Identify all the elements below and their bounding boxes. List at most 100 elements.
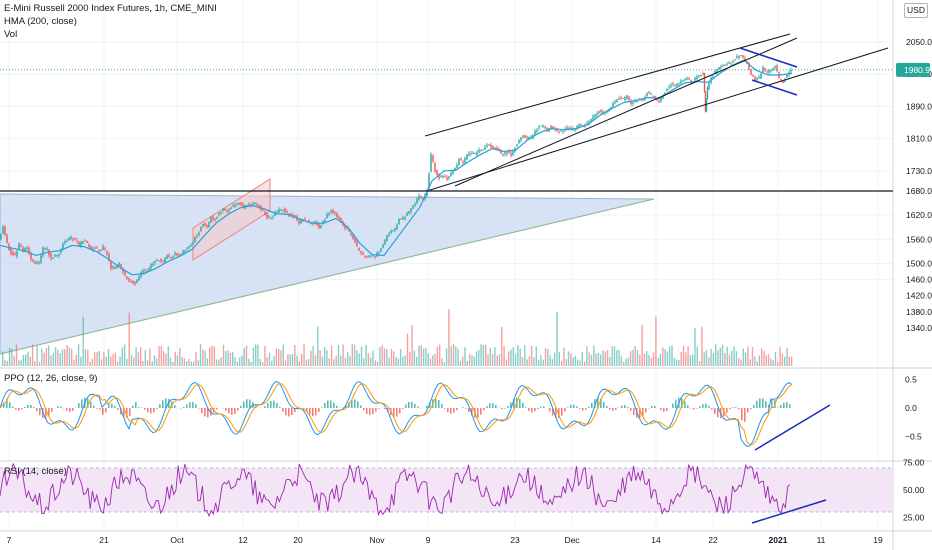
candle-body: [442, 175, 444, 178]
volume-bar: [524, 345, 526, 366]
volume-bar: [685, 352, 687, 366]
volume-bar: [749, 359, 751, 366]
rsi-tick-label: 50.00: [903, 485, 925, 495]
candle-body: [400, 218, 402, 220]
volume-bar: [664, 349, 666, 366]
volume-bar: [344, 357, 347, 366]
volume-bar: [176, 355, 179, 366]
ppo-histogram-bar: [675, 399, 677, 408]
volume-bar: [494, 347, 496, 366]
volume-bar: [588, 352, 590, 366]
drawings-background: [0, 178, 655, 355]
volume-bar: [186, 361, 188, 366]
volume-bar: [744, 352, 747, 366]
candle-body: [482, 149, 484, 151]
candle-body: [528, 137, 530, 139]
ppo-tick-label: 0.0: [905, 403, 917, 413]
volume-bar: [432, 355, 434, 366]
candle-body: [724, 65, 726, 67]
candle-body: [672, 83, 674, 85]
ppo-histogram-bar: [768, 404, 770, 408]
volume-bar: [188, 358, 190, 366]
volume-bar: [535, 346, 537, 366]
rsi-divergence-line: [751, 499, 827, 524]
candle-body: [88, 244, 90, 247]
candle-body: [188, 246, 190, 248]
candle-body: [705, 99, 708, 111]
candle-body: [178, 254, 180, 256]
volume-bar: [206, 358, 209, 366]
volume-bar: [45, 348, 48, 366]
volume-bar: [542, 359, 544, 366]
candle-body: [562, 131, 564, 133]
ppo-histogram-bar: [732, 407, 734, 408]
candle-body: [574, 128, 576, 131]
symbol-title[interactable]: E-Mini Russell 2000 Index Futures, 1h, C…: [4, 3, 217, 14]
volume-bar: [402, 356, 404, 366]
candle-body: [742, 55, 744, 58]
volume-bar: [680, 351, 682, 366]
candle-body: [552, 126, 554, 129]
ppo-histogram-bar: [51, 408, 53, 412]
volume-bar: [243, 348, 245, 366]
candle-body: [324, 219, 326, 223]
vol-legend[interactable]: Vol: [4, 29, 18, 40]
ppo-histogram-bar: [696, 408, 698, 409]
volume-bar: [597, 352, 600, 366]
ppo-histogram-bar: [225, 408, 227, 411]
volume-bar: [450, 346, 452, 366]
volume-bar: [18, 360, 20, 366]
ppo-histogram-bar: [156, 408, 158, 409]
candle-body: [44, 248, 46, 250]
candle-body: [134, 281, 136, 285]
ppo-histogram-bar: [522, 402, 524, 408]
volume-bar: [8, 347, 11, 366]
candle-body: [660, 97, 662, 102]
volume-bar: [307, 358, 310, 366]
volume-bar: [172, 361, 174, 366]
volume-bar: [636, 350, 639, 366]
volume-bar: [367, 353, 370, 366]
ppo-histogram-bar: [651, 406, 653, 408]
ppo-histogram-bar: [228, 408, 230, 414]
candle-body: [622, 98, 624, 100]
volume-bar: [650, 357, 652, 366]
volume-bar: [135, 347, 137, 366]
rsi-legend[interactable]: RSI (14, close): [4, 466, 67, 477]
candle-body: [286, 211, 288, 213]
candle-body: [770, 70, 772, 72]
volume-bar: [537, 360, 540, 366]
ppo-histogram-bar: [450, 408, 452, 414]
candle-body: [360, 251, 362, 253]
candle-body: [422, 197, 424, 200]
candle-body: [616, 99, 618, 103]
candle-body: [162, 260, 164, 262]
candle-body: [66, 240, 68, 242]
volume-bar: [360, 346, 363, 366]
volume-bar: [370, 357, 372, 366]
candle-body: [506, 152, 508, 155]
ppo-histogram-bar: [591, 402, 593, 408]
hma-legend[interactable]: HMA (200, close): [4, 16, 77, 27]
volume-bar: [784, 356, 786, 366]
candle-body: [34, 261, 36, 264]
volume-bar: [662, 347, 664, 366]
volume-bar: [779, 347, 781, 366]
volume-bar: [71, 348, 73, 366]
rsi-pane: [0, 462, 893, 524]
ppo-histogram-bar: [555, 408, 557, 419]
ppo-legend[interactable]: PPO (12, 26, close, 9): [4, 373, 98, 384]
volume-bar: [411, 325, 413, 366]
volume-bar: [190, 361, 192, 366]
candle-body: [490, 144, 492, 148]
time-tick-label: 14: [651, 535, 661, 545]
candle-body: [218, 213, 220, 216]
candle-body: [58, 253, 60, 256]
ppo-histogram-bar: [288, 408, 290, 417]
ppo-histogram-bar: [552, 408, 554, 416]
ppo-histogram-bar: [741, 408, 743, 421]
currency-label[interactable]: USD: [904, 3, 928, 18]
ppo-histogram-bar: [411, 401, 413, 408]
candle-body: [110, 261, 112, 269]
